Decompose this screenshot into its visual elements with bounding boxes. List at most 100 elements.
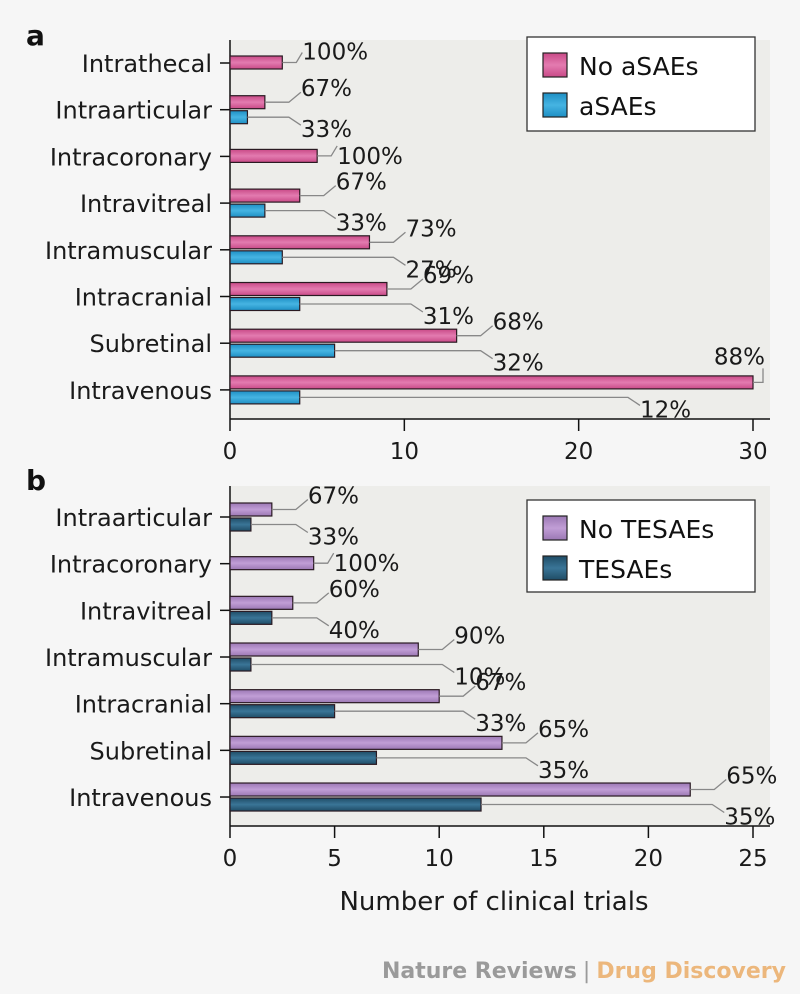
data-label: 35% — [724, 805, 775, 831]
leader-line — [753, 368, 764, 384]
bar-event — [229, 750, 378, 765]
data-label: 32% — [493, 351, 544, 377]
leader-line — [334, 350, 493, 360]
leader-line — [299, 396, 641, 406]
data-label: 68% — [493, 310, 544, 336]
data-label: 67% — [308, 484, 359, 510]
data-label: 33% — [301, 117, 352, 143]
x-tick-label: 20 — [564, 439, 593, 465]
bar-event — [229, 610, 273, 625]
leader-line — [376, 757, 539, 767]
category-label: Subretinal — [90, 330, 212, 358]
bar-event — [229, 203, 266, 218]
x-tick-label: 25 — [738, 846, 767, 872]
leader-line — [317, 145, 338, 157]
bar-event — [229, 343, 336, 358]
bar-event — [229, 657, 252, 672]
x-tick-label: 0 — [223, 846, 238, 872]
leader-line — [418, 639, 455, 651]
bar-no-event — [229, 735, 503, 750]
leader-line — [313, 552, 335, 564]
bar-event — [229, 296, 301, 312]
bar-event — [229, 797, 482, 812]
leader-line — [481, 803, 725, 814]
bar-no-event — [229, 642, 419, 657]
x-tick-label: 20 — [634, 846, 663, 872]
data-label: 90% — [454, 624, 505, 650]
bar-no-event — [229, 595, 294, 610]
data-label: 12% — [640, 397, 691, 423]
leader-line — [292, 592, 330, 604]
category-label: Intravenous — [69, 377, 212, 405]
leader-line — [247, 116, 302, 126]
bar-event — [229, 390, 301, 405]
leader-line — [386, 278, 424, 290]
leader-line — [334, 710, 476, 720]
legend-swatch — [542, 555, 568, 581]
category-label: Intracoronary — [50, 551, 212, 579]
publisher-name: Nature Reviews — [382, 959, 577, 984]
panel-label-a: a — [26, 19, 45, 52]
data-label: 67% — [301, 76, 352, 102]
data-label: 100% — [337, 144, 403, 170]
legend-label: No aSAEs — [579, 52, 699, 81]
data-label: 33% — [308, 525, 359, 551]
data-label: 31% — [423, 304, 474, 330]
data-label: 35% — [538, 758, 589, 784]
x-tick-label: 0 — [223, 439, 238, 465]
bar-event — [229, 110, 249, 125]
leader-line — [250, 663, 455, 674]
leader-line — [264, 209, 337, 220]
category-label: Intravitreal — [80, 190, 212, 218]
x-axis-label: Number of clinical trials — [339, 887, 648, 917]
panel-label-b: b — [26, 464, 46, 497]
category-label: Subretinal — [90, 737, 212, 765]
data-label: 100% — [302, 40, 368, 66]
category-label: Intramuscular — [45, 237, 212, 265]
bar-no-event — [229, 235, 371, 250]
bar-no-event — [229, 556, 315, 571]
leader-line — [299, 303, 424, 313]
leader-line — [271, 499, 309, 511]
bar-no-event — [229, 375, 754, 390]
leader-line — [271, 617, 330, 627]
bar-no-event — [229, 689, 440, 704]
category-label: Intrathecal — [82, 50, 212, 78]
data-label: 33% — [475, 711, 526, 737]
bar-event — [229, 250, 283, 265]
leader-line — [299, 185, 337, 197]
leader-line — [369, 231, 406, 243]
bar-no-event — [229, 55, 283, 70]
leader-line — [282, 52, 303, 64]
data-label: 67% — [336, 170, 387, 196]
bar-event — [229, 704, 336, 719]
data-label: 33% — [336, 211, 387, 237]
data-label: 88% — [714, 344, 765, 370]
data-label: 27% — [405, 257, 456, 283]
bar-no-event — [229, 502, 273, 517]
data-label: 65% — [726, 764, 777, 790]
bar-no-event — [229, 281, 388, 297]
leader-line — [501, 732, 539, 744]
legend-swatch — [542, 92, 568, 118]
data-label: 40% — [329, 618, 380, 644]
leader-line — [282, 256, 406, 266]
bar-event — [229, 517, 252, 532]
category-label: Intraarticular — [55, 504, 212, 532]
data-label: 100% — [334, 551, 400, 577]
x-tick-label: 5 — [327, 846, 342, 872]
leader-line — [690, 779, 727, 791]
data-label: 65% — [538, 717, 589, 743]
data-label: 73% — [405, 216, 456, 242]
bar-no-event — [229, 95, 266, 110]
category-label: Intravitreal — [80, 597, 212, 625]
legend-label: aSAEs — [579, 92, 657, 121]
x-tick-label: 15 — [529, 846, 558, 872]
leader-line — [439, 685, 476, 697]
category-label: Intraarticular — [55, 97, 212, 125]
legend-swatch — [542, 52, 568, 78]
x-tick-label: 30 — [738, 439, 767, 465]
category-label: Intravenous — [69, 784, 212, 812]
bar-no-event — [229, 782, 691, 797]
